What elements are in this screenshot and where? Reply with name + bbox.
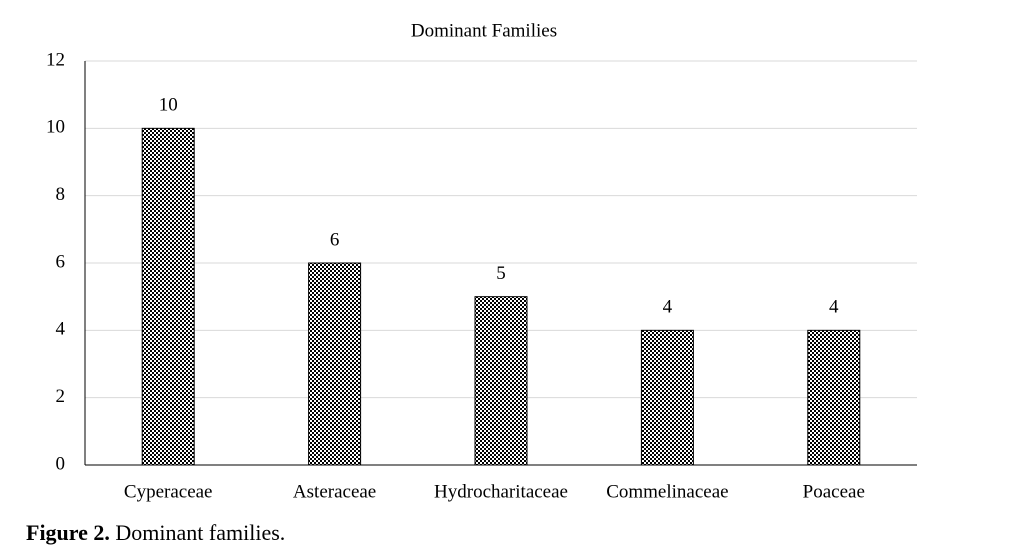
bar (807, 329, 861, 466)
x-tick-label: Asteraceae (293, 481, 376, 502)
bar (308, 262, 362, 466)
y-tick-label: 4 (56, 319, 66, 340)
bar (474, 296, 528, 466)
y-tick-label: 2 (56, 386, 66, 407)
caption: Figure 2. Dominant families. (26, 520, 285, 545)
caption-label: Figure 2. (26, 520, 110, 545)
bar (141, 127, 195, 466)
x-tick-label: Poaceae (803, 481, 865, 502)
bar (640, 329, 694, 466)
y-tick-label: 6 (56, 251, 66, 272)
y-tick-label: 10 (46, 117, 65, 138)
data-label: 6 (330, 229, 340, 250)
data-label: 4 (663, 297, 673, 318)
y-tick-label: 8 (56, 184, 66, 205)
chart-title: Dominant Families (411, 20, 557, 41)
data-label: 10 (159, 95, 178, 116)
data-label: 4 (829, 297, 839, 318)
x-tick-label: Commelinaceae (606, 481, 728, 502)
x-tick-label: Cyperaceae (124, 481, 213, 502)
data-label: 5 (496, 263, 506, 284)
y-tick-label: 0 (56, 453, 66, 474)
x-tick-label: Hydrocharitaceae (434, 481, 568, 502)
y-tick-label: 12 (46, 49, 65, 70)
caption-text: Dominant families. (115, 520, 285, 545)
